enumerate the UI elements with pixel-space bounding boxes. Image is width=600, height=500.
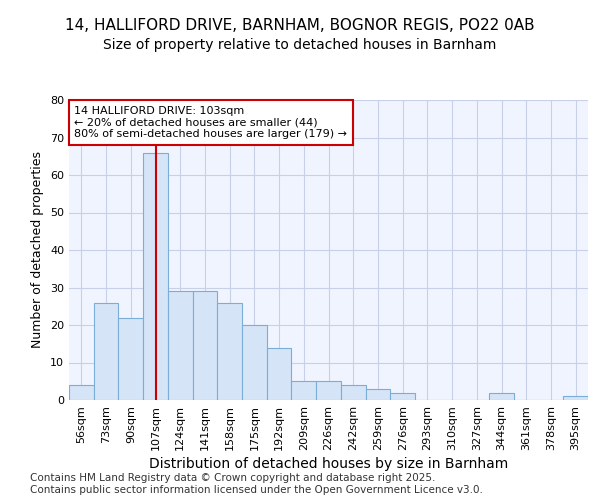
Text: Size of property relative to detached houses in Barnham: Size of property relative to detached ho… [103,38,497,52]
Text: Contains HM Land Registry data © Crown copyright and database right 2025.
Contai: Contains HM Land Registry data © Crown c… [30,474,483,495]
Text: 14, HALLIFORD DRIVE, BARNHAM, BOGNOR REGIS, PO22 0AB: 14, HALLIFORD DRIVE, BARNHAM, BOGNOR REG… [65,18,535,32]
Bar [316,381,341,400]
Bar [69,385,94,400]
Bar [217,302,242,400]
Y-axis label: Number of detached properties: Number of detached properties [31,152,44,348]
Bar [118,318,143,400]
Bar [242,325,267,400]
Bar [365,389,390,400]
Bar [94,302,118,400]
Bar [267,348,292,400]
Text: 14 HALLIFORD DRIVE: 103sqm
← 20% of detached houses are smaller (44)
80% of semi: 14 HALLIFORD DRIVE: 103sqm ← 20% of deta… [74,106,347,139]
Bar [489,392,514,400]
Bar [292,381,316,400]
Bar [390,392,415,400]
Bar [341,385,365,400]
Bar [143,152,168,400]
X-axis label: Distribution of detached houses by size in Barnham: Distribution of detached houses by size … [149,457,508,471]
Bar [563,396,588,400]
Bar [193,291,217,400]
Bar [168,291,193,400]
